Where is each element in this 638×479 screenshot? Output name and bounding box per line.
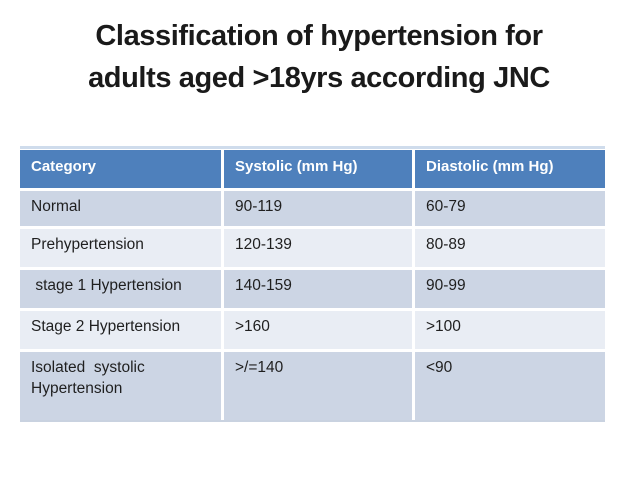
cell-diastolic: 80-89	[415, 229, 605, 267]
cell-systolic: 140-159	[224, 270, 412, 308]
cell-category: Stage 2 Hypertension	[20, 311, 221, 349]
cell-systolic: 90-119	[224, 191, 412, 226]
table-top-border	[20, 146, 605, 149]
cell-systolic: >160	[224, 311, 412, 349]
page-title-line-1: Classification of hypertension for	[95, 20, 543, 52]
cell-category: stage 1 Hypertension	[20, 270, 221, 308]
cell-systolic: >/=140	[224, 352, 412, 420]
column-header-diastolic: Diastolic (mm Hg)	[415, 150, 605, 188]
page-title-line-2: adults aged >18yrs according JNC	[88, 62, 550, 94]
hypertension-classification-table: Category Systolic (mm Hg) Diastolic (mm …	[20, 150, 605, 422]
cell-diastolic: >100	[415, 311, 605, 349]
cell-category: Isolated systolic Hypertension	[20, 352, 221, 420]
column-header-category: Category	[20, 150, 221, 188]
cell-diastolic: <90	[415, 352, 605, 420]
cell-systolic: 120-139	[224, 229, 412, 267]
cell-diastolic: 60-79	[415, 191, 605, 226]
cell-category: Normal	[20, 191, 221, 226]
column-header-systolic: Systolic (mm Hg)	[224, 150, 412, 188]
page-title: Classification of hypertension for adult…	[0, 15, 638, 99]
cell-diastolic: 90-99	[415, 270, 605, 308]
cell-category: Prehypertension	[20, 229, 221, 267]
